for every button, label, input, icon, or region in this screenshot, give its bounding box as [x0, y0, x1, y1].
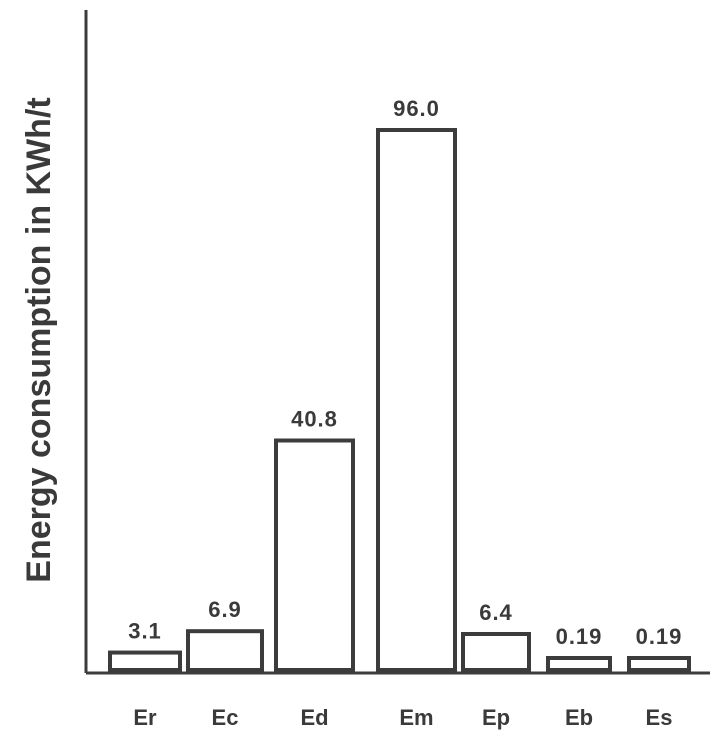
x-tick-label-ep: Ep: [482, 705, 510, 730]
data-label-em: 96.0: [393, 96, 440, 121]
x-tick-label-er: Er: [133, 705, 157, 730]
bar-es: [627, 656, 691, 672]
bar-ep: [461, 632, 531, 672]
data-label-er: 3.1: [128, 619, 162, 644]
x-tick-label-es: Es: [646, 705, 673, 730]
bar-ed: [274, 438, 355, 672]
x-tick-label-ec: Ec: [212, 705, 239, 730]
bars-group: [108, 128, 691, 672]
x-tick-labels-group: Er Ec Ed Em Ep Eb Es: [133, 705, 672, 730]
data-labels-group: 3.1 6.9 40.8 96.0 6.4 0.19 0.19: [128, 96, 683, 649]
axes: [84, 10, 710, 675]
bar-em: [376, 128, 457, 672]
data-label-es: 0.19: [636, 624, 683, 649]
x-tick-label-ed: Ed: [300, 705, 328, 730]
x-tick-label-eb: Eb: [565, 705, 593, 730]
bar-ec: [186, 629, 264, 672]
x-tick-label-em: Em: [399, 705, 433, 730]
y-axis-label: Energy consumption in KWh/t: [20, 97, 58, 582]
data-label-ed: 40.8: [291, 407, 338, 432]
data-label-eb: 0.19: [556, 624, 603, 649]
data-label-ec: 6.9: [208, 597, 242, 622]
bar-eb: [546, 656, 612, 672]
bar-er: [108, 650, 182, 672]
data-label-ep: 6.4: [479, 600, 513, 625]
